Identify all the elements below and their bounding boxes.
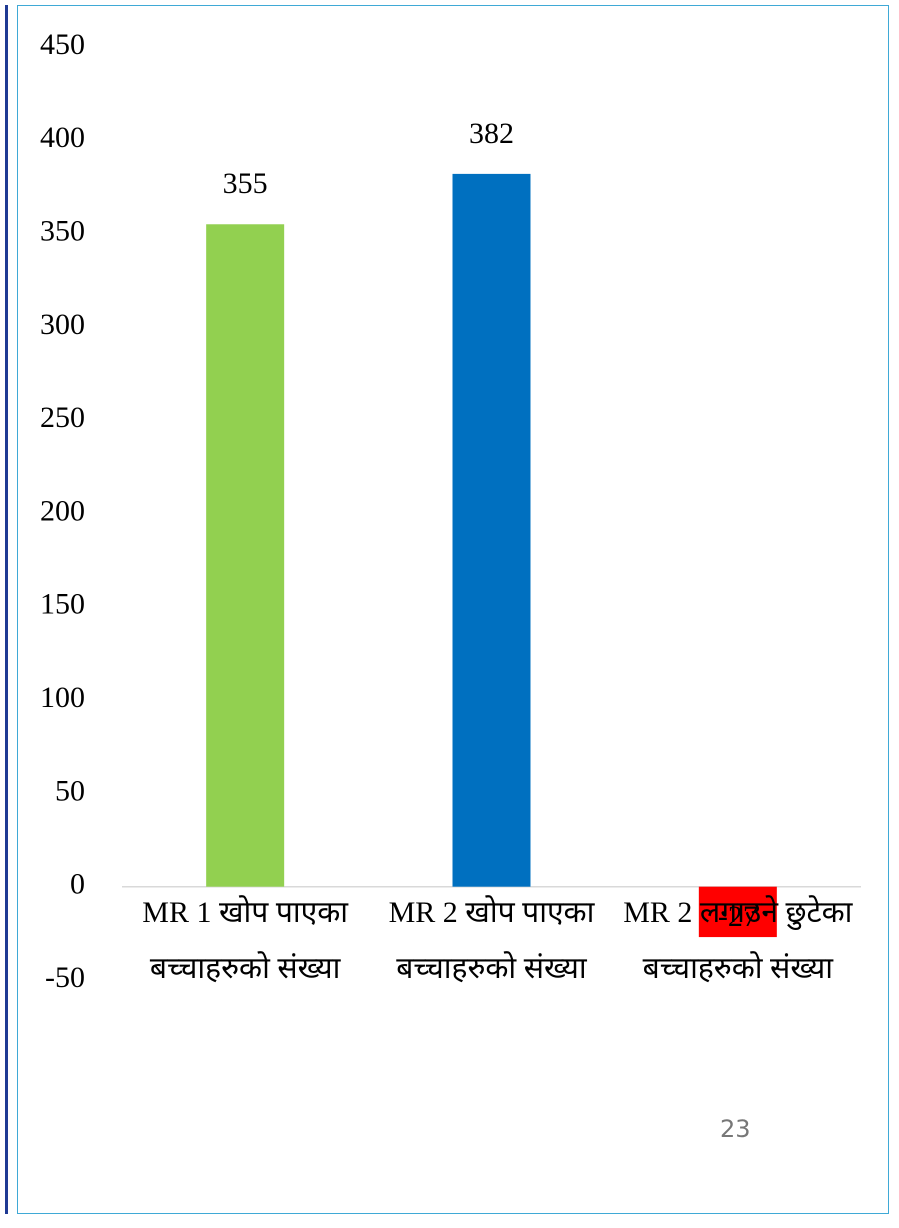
- y-tick-label: 300: [40, 308, 85, 341]
- y-tick-label: 200: [40, 494, 85, 527]
- y-tick-label: 100: [40, 681, 85, 714]
- data-label: -27: [718, 900, 758, 933]
- x-tick-label: MR 1 खोप पाएका बच्चाहरुको संख्या: [142, 895, 349, 985]
- y-tick-label: 50: [55, 774, 85, 807]
- data-label: 355: [223, 167, 268, 200]
- slide-edge: [5, 5, 8, 1214]
- data-label: 382: [469, 117, 514, 150]
- y-tick-label: 250: [40, 401, 85, 434]
- y-tick-label: 400: [40, 121, 85, 154]
- bar: [698, 886, 777, 938]
- x-tick-label: MR 2 खोप पाएका बच्चाहरुको संख्या: [388, 895, 595, 985]
- bar: [206, 224, 285, 887]
- y-tick-label: 350: [40, 214, 85, 247]
- page-number: 23: [720, 1115, 751, 1143]
- y-tick-label: 450: [40, 28, 85, 61]
- y-tick-label: 0: [70, 868, 85, 901]
- y-tick-label: -50: [45, 961, 85, 994]
- x-tick-label: MR 2 लगाउने छुटेका बच्चाहरुको संख्या: [623, 895, 853, 985]
- y-tick-label: 150: [40, 588, 85, 621]
- bar: [452, 173, 531, 887]
- slide-frame: [17, 5, 889, 1214]
